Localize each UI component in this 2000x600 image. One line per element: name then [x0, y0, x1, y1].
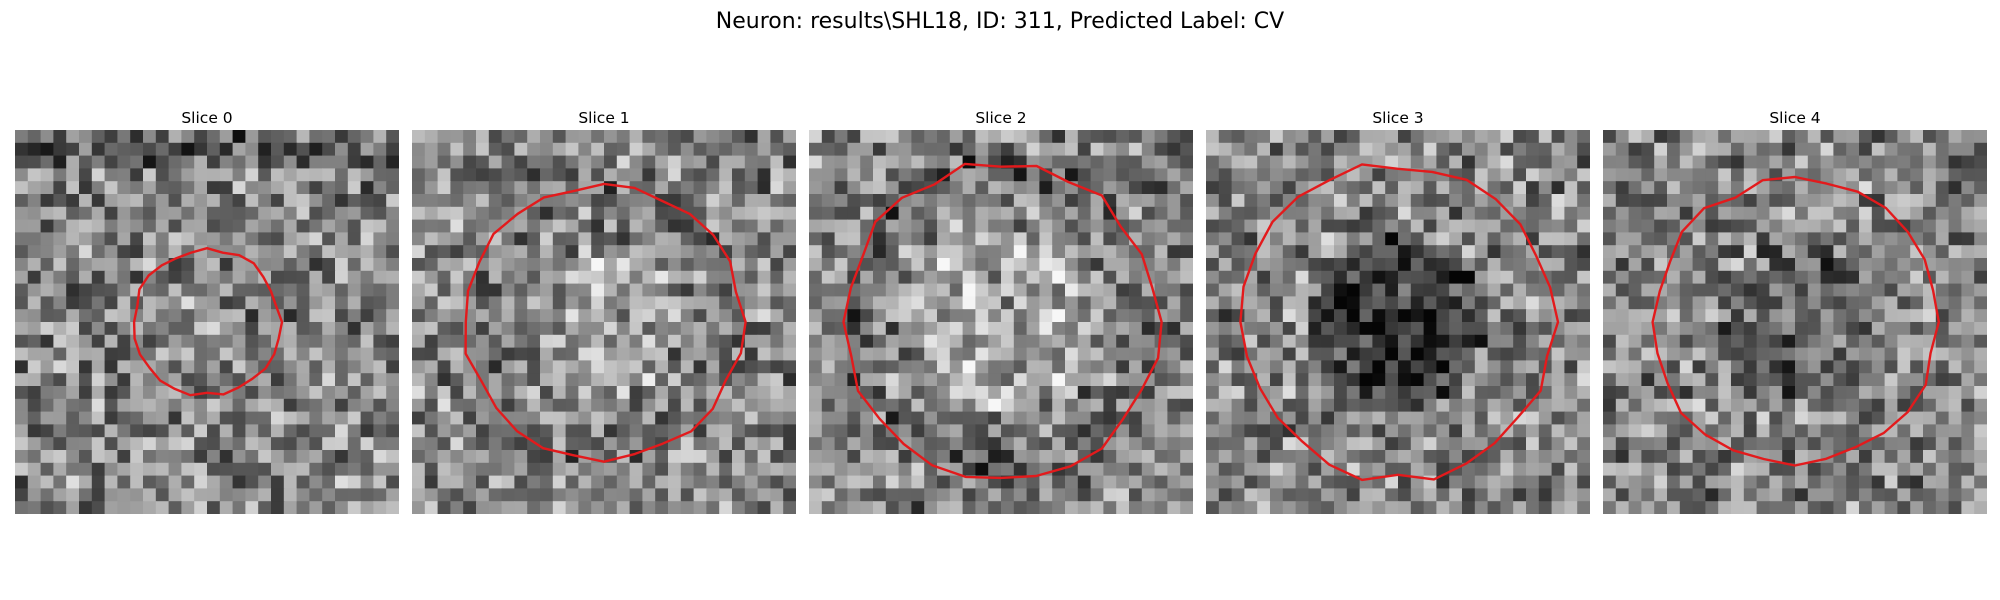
slice-image — [15, 130, 399, 514]
slice-panel-1: Slice 1 — [412, 108, 796, 514]
slice-image — [1206, 130, 1590, 514]
slice-svg — [15, 130, 399, 514]
slice-image — [809, 130, 1193, 514]
slice-title: Slice 4 — [1603, 108, 1987, 130]
slice-title: Slice 0 — [15, 108, 399, 130]
slice-image — [412, 130, 796, 514]
slice-svg — [1603, 130, 1987, 514]
figure-title: Neuron: results\SHL18, ID: 311, Predicte… — [0, 6, 2000, 38]
slice-image — [1603, 130, 1987, 514]
slice-panel-4: Slice 4 — [1603, 108, 1987, 514]
slice-svg — [412, 130, 796, 514]
slice-svg — [1206, 130, 1590, 514]
slice-panel-2: Slice 2 — [809, 108, 1193, 514]
slice-title: Slice 2 — [809, 108, 1193, 130]
slice-panel-0: Slice 0 — [15, 108, 399, 514]
slice-panel-3: Slice 3 — [1206, 108, 1590, 514]
slice-title: Slice 3 — [1206, 108, 1590, 130]
slice-svg — [809, 130, 1193, 514]
slice-title: Slice 1 — [412, 108, 796, 130]
